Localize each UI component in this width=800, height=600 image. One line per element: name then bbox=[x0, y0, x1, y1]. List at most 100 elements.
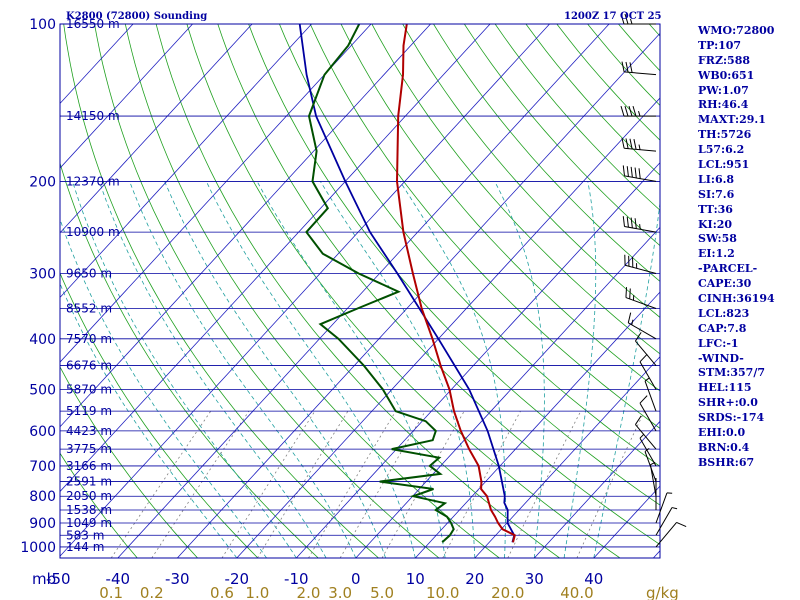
mixing-ratio-unit-label: g/kg bbox=[646, 584, 679, 600]
wind-barbs bbox=[620, 13, 687, 548]
wind-barb bbox=[644, 377, 657, 412]
mixing-ratio-tick-label: 0.6 bbox=[210, 584, 234, 600]
stat-item: SW:58 bbox=[698, 232, 737, 246]
stat-item: LFC:-1 bbox=[698, 336, 739, 350]
dry-adiabat bbox=[248, 24, 660, 506]
station-title: K2800 (72800) Sounding bbox=[66, 11, 207, 22]
wind-barb bbox=[655, 492, 673, 524]
stat-item: EHI:0.0 bbox=[698, 426, 746, 440]
pressure-tick-label: 200 bbox=[29, 174, 56, 190]
sounding-stats: WMO:72800 TP:107 FRZ:588 WB0:651 PW:1.07 RH:4… bbox=[698, 24, 775, 471]
height-label: 144 m bbox=[66, 540, 104, 554]
mixing-ratio-tick-label: 0.2 bbox=[140, 584, 164, 600]
wind-barb bbox=[620, 13, 656, 25]
moist-adiabat bbox=[494, 181, 545, 558]
stat-item: -PARCEL- bbox=[698, 262, 758, 276]
stat-item: SHR+:0.0 bbox=[698, 396, 758, 410]
moist-adiabat bbox=[563, 181, 597, 558]
stat-item: WMO:72800 bbox=[698, 24, 775, 37]
moist-adiabat bbox=[593, 199, 660, 558]
height-label: 3775 m bbox=[66, 442, 112, 456]
parcel-trace bbox=[298, 24, 516, 543]
temperature-tick-label: -10 bbox=[284, 570, 309, 588]
mixing-ratio-line bbox=[151, 410, 250, 558]
dry-adiabat bbox=[371, 24, 660, 355]
pressure-tick-label: 500 bbox=[29, 383, 56, 399]
wind-barb bbox=[621, 61, 657, 76]
height-label: 3166 m bbox=[66, 459, 112, 473]
mixing-ratio-tick-label: 3.0 bbox=[328, 584, 352, 600]
dry-adiabat bbox=[60, 452, 138, 558]
mixing-ratio-tick-label: 5.0 bbox=[370, 584, 394, 600]
temperature-tick-label: 10 bbox=[406, 570, 425, 588]
height-label: 7570 m bbox=[66, 332, 112, 346]
stat-item: SRDS:-174 bbox=[698, 411, 765, 425]
isotherm bbox=[236, 97, 660, 558]
isotherm bbox=[60, 24, 253, 234]
stat-item: BSHR:67 bbox=[698, 455, 755, 469]
stat-item: EI:1.2 bbox=[698, 247, 735, 261]
dry-adiabat bbox=[94, 24, 440, 558]
isotherm bbox=[60, 24, 491, 493]
sounding-time: 1200Z 17 OCT 25 bbox=[564, 11, 662, 22]
dry-adiabat bbox=[60, 272, 259, 558]
height-label: 12370 m bbox=[66, 174, 120, 188]
wind-barb bbox=[622, 216, 657, 233]
dry-adiabat bbox=[60, 161, 319, 558]
height-label: 4423 m bbox=[66, 424, 112, 438]
wind-barb bbox=[624, 254, 657, 274]
wind-barb bbox=[621, 137, 657, 152]
wind-barb bbox=[639, 434, 657, 467]
wind-barb bbox=[620, 105, 656, 117]
wind-barb bbox=[622, 165, 657, 182]
temperature-trace bbox=[395, 24, 516, 543]
stat-item: FRZ:588 bbox=[698, 53, 751, 67]
moist-adiabat bbox=[320, 181, 476, 558]
wind-barb bbox=[649, 461, 657, 497]
wind-barb bbox=[655, 521, 687, 548]
moist-adiabat bbox=[256, 181, 446, 558]
dry-adiabat bbox=[402, 24, 660, 318]
height-label: 16550 m bbox=[66, 17, 120, 31]
mixing-ratio-tick-label: 0.1 bbox=[99, 584, 123, 600]
temperature-tick-label: -50 bbox=[46, 570, 71, 588]
moist-adiabat bbox=[129, 181, 357, 558]
mixing-ratio-line bbox=[576, 411, 645, 558]
isotherm bbox=[60, 24, 312, 299]
stat-item: TH:5726 bbox=[698, 128, 752, 142]
mixing-ratio-line bbox=[339, 410, 426, 558]
stat-item: PW:1.07 bbox=[698, 83, 749, 97]
mixing-ratio-line bbox=[257, 410, 349, 558]
pressure-tick-label: 700 bbox=[29, 459, 56, 475]
dry-adiabat bbox=[433, 24, 660, 282]
dry-adiabat bbox=[63, 24, 379, 558]
pressure-tick-label: 100 bbox=[29, 17, 56, 33]
pressure-unit-label: mb bbox=[32, 570, 56, 588]
pressure-tick-label: 800 bbox=[29, 489, 56, 505]
diagram-grid bbox=[60, 24, 660, 558]
stat-item: BRN:0.4 bbox=[698, 440, 750, 454]
isotherm bbox=[117, 24, 610, 558]
stat-item: STM:357/7 bbox=[698, 366, 765, 380]
temperature-tick-label: -30 bbox=[165, 570, 190, 588]
stat-item: SI:7.6 bbox=[698, 187, 735, 201]
wind-barb bbox=[635, 415, 657, 450]
plot-frame bbox=[59, 23, 661, 559]
moist-adiabat bbox=[72, 181, 297, 558]
height-label: 2591 m bbox=[66, 475, 112, 489]
height-label: 9650 m bbox=[66, 266, 112, 280]
height-label: 10900 m bbox=[66, 225, 120, 239]
height-label: 1049 m bbox=[66, 516, 112, 530]
pressure-tick-label: 400 bbox=[29, 332, 56, 348]
height-label: 5870 m bbox=[66, 383, 112, 397]
stat-item: L57:6.2 bbox=[698, 143, 745, 157]
temperature-tick-label: 30 bbox=[525, 570, 544, 588]
stat-item: TP:107 bbox=[698, 38, 742, 52]
isotherm bbox=[60, 24, 372, 363]
isotherm bbox=[534, 420, 660, 558]
dry-adiabat bbox=[186, 24, 621, 558]
height-label: 2050 m bbox=[66, 489, 112, 503]
wind-barb bbox=[625, 287, 657, 309]
moist-adiabat bbox=[60, 282, 238, 558]
